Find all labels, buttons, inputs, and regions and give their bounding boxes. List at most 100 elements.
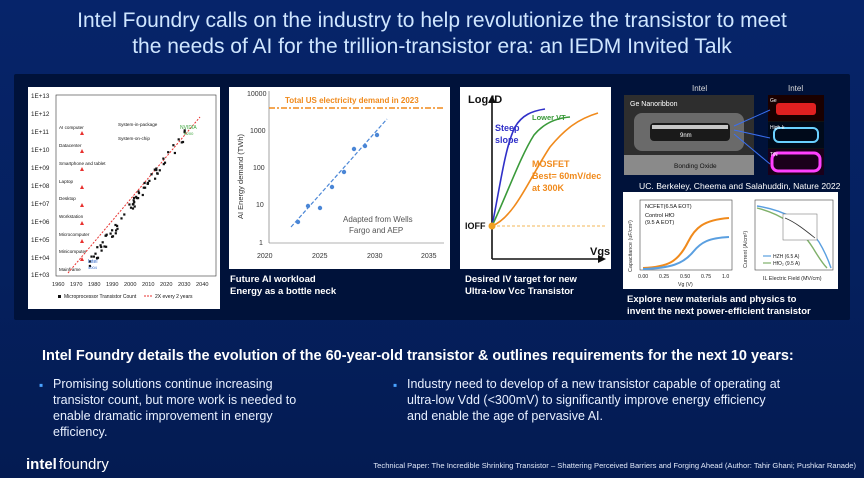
nanoribbon-label: Ge Nanoribbon: [630, 101, 678, 108]
device-label: Smartphone and tablet: [59, 161, 106, 166]
annotation-package: System-in-package: [118, 122, 158, 127]
energy-demand-chart: AI Energy demand (TWh) 10000 1000 100 10…: [229, 87, 450, 269]
inset-curve: [784, 217, 816, 239]
mosfet-label-1: MOSFET: [532, 159, 570, 169]
y-tick: 1E+05: [31, 237, 50, 244]
y-tick: 1E+11: [31, 129, 49, 136]
current-axis-label: Current (A/cm²): [743, 231, 749, 268]
bullet-line: transistor count, but more work is neede…: [53, 393, 297, 407]
capacitance-axis-label: Capacitance (uF/cm²): [628, 220, 634, 272]
control-label-1: Control HfO: [645, 213, 675, 219]
iv-caption: Desired IV target for new Ultra-low Vcc …: [465, 274, 577, 298]
current-x-label: IL Electric Field (MV/cm): [763, 276, 822, 282]
intel-label-left: Intel: [692, 84, 708, 93]
control-label-2: (9.5 A EOT): [645, 220, 674, 226]
eds-map-image: Ge High-k TiN: [768, 95, 824, 175]
current-frame: [754, 199, 834, 271]
berkeley-credit: UC. Berkeley, Cheema and Salahuddin, Nat…: [639, 181, 841, 191]
x-tick: 1990: [106, 282, 118, 288]
x-tick: 2035: [421, 253, 437, 260]
device-label: AI computer: [59, 125, 84, 130]
x-tick: 2030: [367, 253, 383, 260]
materials-caption: Explore new materials and physics to inv…: [627, 294, 811, 318]
hfo2-curve: [756, 207, 828, 269]
cap-x-tick: 0.25: [659, 274, 669, 280]
y-tick: 10: [256, 202, 264, 209]
logo-intel: intel: [26, 456, 57, 473]
title-line-1: Intel Foundry calls on the industry to h…: [77, 9, 787, 32]
capacitance-current-chart: Capacitance (uF/cm²) NCFET(6.5A EOT) Con…: [623, 192, 838, 289]
y-tick: 1E+13: [31, 93, 50, 100]
mosfet-label-2: Best= 60mV/dec: [532, 171, 601, 181]
mosfet-curve: [491, 112, 599, 227]
cap-x-tick: 0.00: [638, 274, 648, 280]
y-tick: 1E+09: [31, 165, 50, 172]
legend-trend: 2X every 2 years: [155, 294, 193, 300]
x-tick: 2020: [257, 253, 273, 260]
ioff-point: [488, 222, 496, 230]
bullet-line: ultra-low Vdd (<300mV) to significantly …: [407, 393, 766, 407]
y-tick: 100: [253, 165, 265, 172]
bullet-line: Industry need to develop of a new transi…: [407, 377, 781, 391]
device-label: Workstation: [59, 214, 84, 219]
intel-foundry-logo: intel foundry: [26, 456, 109, 473]
y-axis-arrow: [488, 95, 496, 103]
source-line-2: Fargo and AEP: [349, 226, 403, 235]
intel-label-right: Intel: [788, 84, 804, 93]
logo-foundry: foundry: [58, 456, 109, 473]
x-tick: 1960: [52, 282, 64, 288]
connector-lines: [733, 109, 771, 165]
trend-line: [67, 116, 201, 274]
steep-label-1: Steep: [495, 123, 520, 133]
steep-curve: [491, 108, 546, 227]
y-tick: 1E+03: [31, 272, 50, 279]
device-label: Minicomputer: [59, 249, 87, 254]
caption-line: Energy as a bottle neck: [230, 286, 337, 297]
section-subhead: Intel Foundry details the evolution of t…: [42, 348, 794, 364]
x-tick: 2020: [160, 282, 172, 288]
cap-x-tick: 1.0: [722, 274, 729, 280]
bullet-line: efficiency.: [53, 425, 108, 439]
x-tick: 1970: [70, 282, 82, 288]
device-label: Datacenter: [59, 143, 82, 148]
ncfet-curve: [642, 217, 730, 269]
dimension-label: 9nm: [680, 133, 692, 139]
y-axis-label: AI Energy demand (TWh): [236, 133, 245, 219]
bullet-marker: ▪: [39, 378, 44, 392]
nanoribbon-tem-image: Ge Nanoribbon 9nm Bonding Oxide: [624, 95, 754, 175]
device-label: Mainframe: [59, 267, 81, 272]
control-curve: [642, 236, 730, 270]
nvidia-sub-label: B200: [184, 131, 194, 136]
bullet-marker: ▪: [393, 378, 398, 392]
trend-line: [290, 118, 388, 228]
y-tick: 1: [259, 240, 263, 247]
bullet-line: enable dramatic improvement in energy: [53, 409, 273, 423]
y-tick: 1E+12: [31, 111, 50, 118]
intel-sub-label: 4004: [88, 265, 98, 270]
caption-line: Ultra-low Vcc Transistor: [465, 286, 574, 297]
ncfet-label: NCFET(6.5A EOT): [645, 204, 692, 210]
legend-marker: [58, 295, 61, 298]
x-tick: 2040: [196, 282, 208, 288]
title-line-2: the needs of AI for the trillion-transis…: [132, 35, 732, 58]
transistor-count-chart: 1E+13 1E+12 1E+11 1E+10 1E+09 1E+08 1E+0…: [28, 87, 220, 309]
ioff-label: IOFF: [465, 221, 486, 231]
bullet-line: Promising solutions continue increasing: [53, 377, 273, 391]
highk-label: High-k: [770, 125, 785, 131]
lower-vt-curve: [491, 116, 571, 227]
caption-line: Explore new materials and physics to: [627, 294, 797, 305]
device-label: Laptop: [59, 179, 73, 184]
lower-vt-label: Lower VT: [532, 113, 566, 122]
x-tick: 2030: [178, 282, 190, 288]
nvidia-label: NVIDIA: [180, 125, 197, 131]
device-label: Desktop: [59, 196, 76, 201]
legend-count: Microprocessor Transistor Count: [64, 294, 137, 300]
y-tick: 1E+06: [31, 219, 50, 226]
caption-line: Desired IV target for new: [465, 274, 577, 285]
y-tick: 1E+07: [31, 201, 50, 208]
intel-label: Intel: [88, 259, 97, 265]
transistor-data-points: [88, 129, 186, 268]
bullet-left: ▪ Promising solutions continue increasin…: [39, 376, 373, 440]
caption-line: Future AI workload: [230, 274, 316, 285]
legend-hfo2: HfO₂ (9.5 A): [773, 261, 800, 267]
